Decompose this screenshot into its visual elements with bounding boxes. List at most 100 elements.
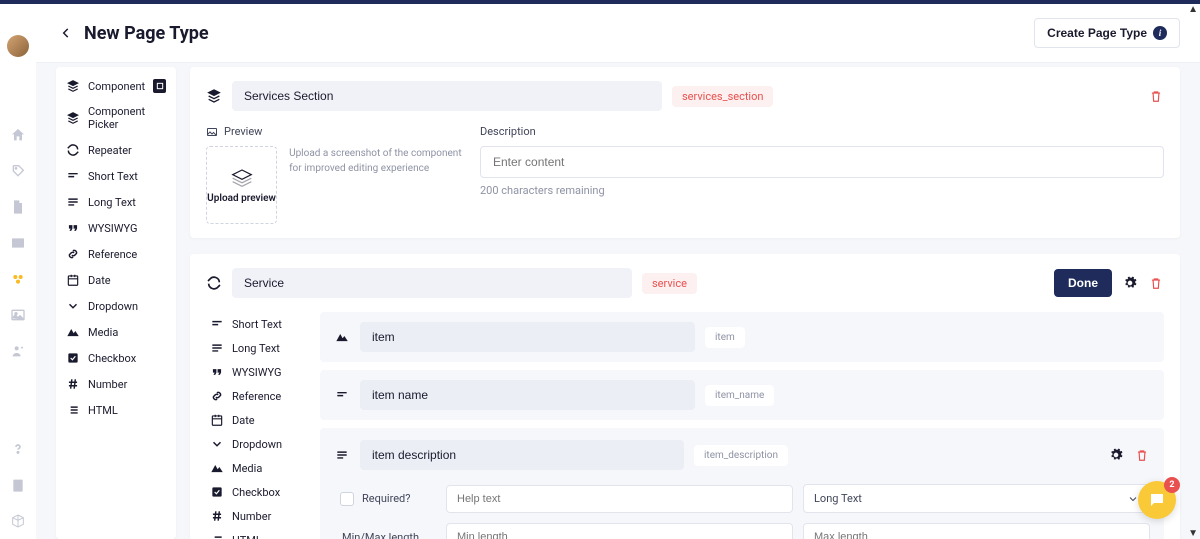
hash-icon [210,509,224,523]
palette-item-html[interactable]: HTML [56,397,176,423]
link-icon [66,247,80,261]
palette-item-media[interactable]: Media [56,319,176,345]
side-rail [0,0,36,539]
done-button[interactable]: Done [1054,269,1112,297]
field-settings-button[interactable] [1108,447,1124,463]
chevron-icon [66,299,80,313]
field-name-input[interactable] [360,322,695,352]
layers-icon [206,88,222,104]
section-slug-badge: services_section [672,86,773,107]
palette-item-html[interactable]: HTML [206,528,306,539]
palette-item-component[interactable]: Component [56,73,176,99]
upload-preview-button[interactable]: Upload preview [206,146,277,224]
link-icon [210,389,224,403]
palette-item-number[interactable]: Number [56,371,176,397]
create-page-type-button[interactable]: Create Page Typei [1034,18,1180,48]
palette-item-wysiwyg[interactable]: WYSIWYG [56,215,176,241]
palette-item-checkbox[interactable]: Checkbox [56,345,176,371]
palette-item-dropdown[interactable]: Dropdown [56,293,176,319]
shorttext-icon [210,317,224,331]
list-icon [210,533,224,539]
badge-icon [153,79,166,93]
quote-icon [66,221,80,235]
media-icon [334,329,350,345]
list-icon [66,403,80,417]
calendar-icon [210,413,224,427]
palette-item-date[interactable]: Date [56,267,176,293]
page-title: New Page Type [84,23,1034,44]
repeater-slug-badge: service [642,273,697,294]
field-name-input[interactable] [360,440,684,470]
checkbox-icon [210,485,224,499]
palette-item-date[interactable]: Date [206,408,306,432]
back-button[interactable] [56,23,76,43]
hash-icon [66,377,80,391]
rail-tag-icon[interactable] [4,153,32,189]
field-slug-badge: item_name [705,385,774,406]
min-length-input[interactable] [446,523,793,539]
field-name-input[interactable] [360,380,695,410]
palette-item-repeater[interactable]: Repeater [56,137,176,163]
field-expanded: item_description Required? Lo [320,428,1164,539]
description-label: Description [480,125,1164,138]
checkbox-icon [66,351,80,365]
repeat-icon [206,275,222,291]
palette-item-checkbox[interactable]: Checkbox [206,480,306,504]
info-icon: i [1153,26,1167,40]
repeat-icon [66,143,80,157]
longtext-icon [66,195,80,209]
rail-grid-icon[interactable] [4,225,32,261]
shorttext-icon [66,169,80,183]
help-text-input[interactable] [446,485,793,513]
palette-item-short-text[interactable]: Short Text [56,163,176,189]
delete-section-button[interactable] [1148,88,1164,104]
chevron-icon [210,437,224,451]
palette-item-component-picker[interactable]: Component Picker [56,99,176,137]
rail-package-icon[interactable] [4,503,32,539]
longtext-icon [334,447,350,463]
rail-help-icon[interactable] [4,431,32,467]
palette-item-dropdown[interactable]: Dropdown [206,432,306,456]
preview-label: Preview [206,125,466,138]
palette-item-long-text[interactable]: Long Text [206,336,306,360]
layers-icon [66,79,80,93]
minmax-label: Min/Max length [340,531,436,539]
description-input[interactable] [480,146,1164,178]
repeater-name-input[interactable] [232,268,632,298]
palette-item-long-text[interactable]: Long Text [56,189,176,215]
chat-button[interactable]: 2 [1138,481,1176,519]
repeater-settings-button[interactable] [1122,275,1138,291]
field-slug-badge: item [705,327,745,348]
palette-item-reference[interactable]: Reference [206,384,306,408]
page-header: New Page Type Create Page Typei [36,4,1200,63]
section-name-input[interactable] [232,81,662,111]
max-length-input[interactable] [803,523,1150,539]
rail-users-icon[interactable] [4,333,32,369]
palette-item-short-text[interactable]: Short Text [206,312,306,336]
sub-palette: Short TextLong TextWYSIWYGReferenceDateD… [206,312,306,539]
field-slug-badge: item_description [694,445,788,466]
rail-components-icon[interactable] [4,261,32,297]
rail-document-icon[interactable] [4,189,32,225]
delete-repeater-button[interactable] [1148,275,1164,291]
avatar[interactable] [7,35,29,57]
field-row[interactable]: item [320,312,1164,362]
palette-item-reference[interactable]: Reference [56,241,176,267]
upload-hint: Upload a screenshot of the component for… [289,146,466,224]
rail-home-icon[interactable] [4,117,32,153]
required-checkbox[interactable] [340,492,354,506]
rail-docs-icon[interactable] [4,467,32,503]
palette-item-number[interactable]: Number [206,504,306,528]
component-palette: ComponentComponent PickerRepeaterShort T… [56,67,176,539]
shorttext-icon [334,387,350,403]
calendar-icon [66,273,80,287]
delete-field-button[interactable] [1134,447,1150,463]
description-remaining: 200 characters remaining [480,184,1164,197]
field-row[interactable]: item_name [320,370,1164,420]
chat-badge: 2 [1164,477,1180,493]
field-type-select[interactable]: Long Text [803,484,1150,513]
palette-item-media[interactable]: Media [206,456,306,480]
rail-image-icon[interactable] [4,297,32,333]
palette-item-wysiwyg[interactable]: WYSIWYG [206,360,306,384]
longtext-icon [210,341,224,355]
